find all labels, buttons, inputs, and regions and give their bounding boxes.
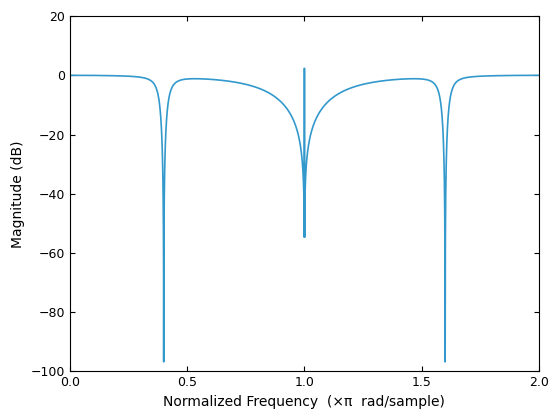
X-axis label: Normalized Frequency  (×π  rad/sample): Normalized Frequency (×π rad/sample) — [164, 395, 445, 409]
Y-axis label: Magnitude (dB): Magnitude (dB) — [11, 140, 25, 247]
